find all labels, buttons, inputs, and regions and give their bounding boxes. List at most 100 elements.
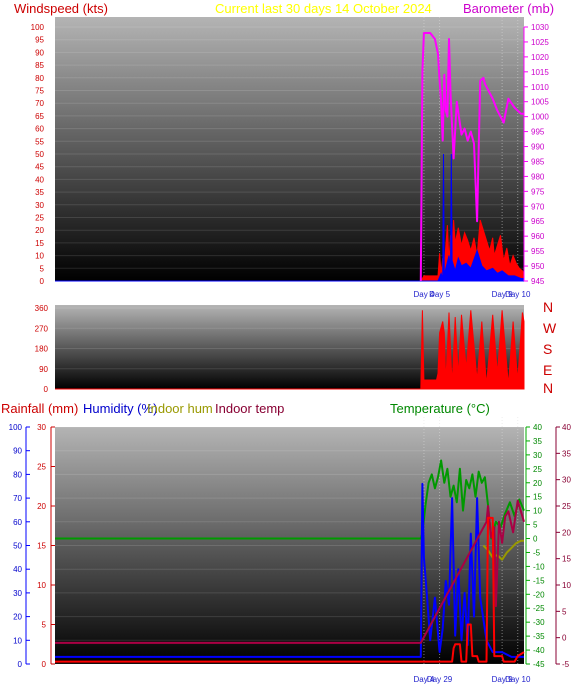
windspeed-tick-label: 20 — [35, 226, 44, 235]
barometer-axis-title: Barometer (mb) — [463, 1, 554, 16]
windspeed-tick-label: 15 — [35, 239, 44, 248]
windspeed-tick-label: 75 — [35, 87, 44, 96]
barometer-tick-label: 990 — [531, 143, 545, 152]
wind-average-series — [55, 153, 525, 282]
rainfall-tick-label: 25 — [37, 463, 46, 472]
windspeed-tick-label: 60 — [35, 125, 44, 134]
indoor-temp-tick-label: 15 — [562, 555, 571, 564]
temperature-tick-label: -5 — [533, 548, 541, 557]
compass-label-e: E — [543, 362, 552, 378]
rainfall-tick-label: 0 — [42, 660, 47, 669]
rainfall-tick-label: 30 — [37, 423, 46, 432]
humidity-tick-label: 60 — [13, 518, 22, 527]
climate-x-tick-label: Day 10 — [505, 675, 531, 684]
direction-tick-label: 0 — [44, 385, 49, 394]
rainfall-tick-label: 15 — [37, 542, 46, 551]
temperature-tick-label: -35 — [533, 632, 545, 641]
humidity-series — [55, 482, 524, 658]
windspeed-tick-label: 95 — [35, 36, 44, 45]
temperature-tick-label: 35 — [533, 437, 542, 446]
temperature-tick-label: 40 — [533, 423, 542, 432]
climate-plot-area — [55, 427, 524, 664]
rainfall-tick-label: 5 — [42, 621, 47, 630]
barometer-tick-label: 1005 — [531, 98, 549, 107]
chart-title: Current last 30 days 14 October 2024 — [215, 1, 432, 16]
humidity-tick-label: 100 — [9, 423, 23, 432]
temperature-tick-label: -30 — [533, 618, 545, 627]
barometer-tick-label: 1010 — [531, 83, 549, 92]
temperature-tick-label: 15 — [533, 493, 542, 502]
temperature-tick-label: -25 — [533, 604, 545, 613]
indoor-temp-tick-label: 35 — [562, 449, 571, 458]
rainfall-axis-title: Rainfall (mm) — [1, 401, 78, 416]
wind-x-tick-label: Day 10 — [505, 290, 531, 299]
wind-direction-series — [55, 310, 525, 390]
temperature-tick-label: -45 — [533, 660, 545, 669]
windspeed-tick-label: 40 — [35, 175, 44, 184]
humidity-tick-label: 10 — [13, 636, 22, 645]
indoor-temp-tick-label: 40 — [562, 423, 571, 432]
humidity-tick-label: 70 — [13, 494, 22, 503]
barometer-tick-label: 975 — [531, 187, 545, 196]
climate-x-tick-label: Day 4 — [413, 675, 434, 684]
windspeed-tick-label: 45 — [35, 163, 44, 172]
humidity-tick-label: 0 — [18, 660, 23, 669]
humidity-tick-label: 40 — [13, 565, 22, 574]
rainfall-tick-label: 20 — [37, 502, 46, 511]
compass-label-n-top: N — [543, 299, 553, 315]
windspeed-tick-label: 100 — [31, 23, 45, 32]
temperature-tick-label: 20 — [533, 479, 542, 488]
direction-tick-label: 270 — [35, 324, 49, 333]
wind-x-tick-label: Day 9 — [492, 290, 513, 299]
barometer-tick-label: 965 — [531, 217, 545, 226]
windspeed-tick-label: 85 — [35, 61, 44, 70]
temperature-tick-label: 25 — [533, 465, 542, 474]
temperature-tick-label: 10 — [533, 507, 542, 516]
barometer-tick-label: 1025 — [531, 38, 549, 47]
temperature-tick-label: -40 — [533, 646, 545, 655]
barometer-tick-label: 1015 — [531, 68, 549, 77]
temperature-axis-title: Temperature (°C) — [390, 401, 490, 416]
barometer-tick-label: 945 — [531, 277, 545, 286]
compass-label-w: W — [543, 320, 557, 336]
barometer-tick-label: 1030 — [531, 23, 549, 32]
wind-x-tick-label: Day 4 — [413, 290, 434, 299]
indoor-temperature-series — [55, 499, 525, 644]
windspeed-tick-label: 70 — [35, 99, 44, 108]
windspeed-tick-label: 50 — [35, 150, 44, 159]
windspeed-tick-label: 0 — [40, 277, 45, 286]
windspeed-tick-label: 80 — [35, 74, 44, 83]
barometer-tick-label: 985 — [531, 157, 545, 166]
direction-tick-label: 90 — [39, 365, 48, 374]
compass-label-n-bottom: N — [543, 380, 553, 396]
temperature-tick-label: -15 — [533, 576, 545, 585]
compass-label-s: S — [543, 341, 552, 357]
windspeed-tick-label: 5 — [40, 264, 45, 273]
indoor-hum-axis-title: Indoor hum — [147, 401, 213, 416]
windspeed-tick-label: 25 — [35, 214, 44, 223]
barometer-tick-label: 960 — [531, 232, 545, 241]
humidity-tick-label: 20 — [13, 613, 22, 622]
indoor-temp-tick-label: 20 — [562, 528, 571, 537]
barometer-tick-label: 980 — [531, 172, 545, 181]
humidity-tick-label: 90 — [13, 447, 22, 456]
rainfall-series — [55, 516, 525, 663]
temperature-tick-label: 5 — [533, 521, 538, 530]
temperature-tick-label: -10 — [533, 562, 545, 571]
indoor-temp-tick-label: 10 — [562, 581, 571, 590]
barometer-tick-label: 950 — [531, 262, 545, 271]
humidity-tick-label: 50 — [13, 542, 22, 551]
windspeed-axis-title: Windspeed (kts) — [14, 1, 108, 16]
indoor-humidity-series — [482, 539, 524, 561]
barometer-tick-label: 995 — [531, 128, 545, 137]
windspeed-tick-label: 35 — [35, 188, 44, 197]
humidity-tick-label: 80 — [13, 470, 22, 479]
direction-tick-label: 360 — [35, 304, 49, 313]
temperature-tick-label: -20 — [533, 590, 545, 599]
windspeed-tick-label: 55 — [35, 137, 44, 146]
humidity-axis-title: Humidity (%) — [83, 401, 157, 416]
indoor-temp-tick-label: -5 — [562, 660, 570, 669]
wind-x-tick-label: Day 5 — [429, 290, 450, 299]
barometer-tick-label: 1000 — [531, 113, 549, 122]
